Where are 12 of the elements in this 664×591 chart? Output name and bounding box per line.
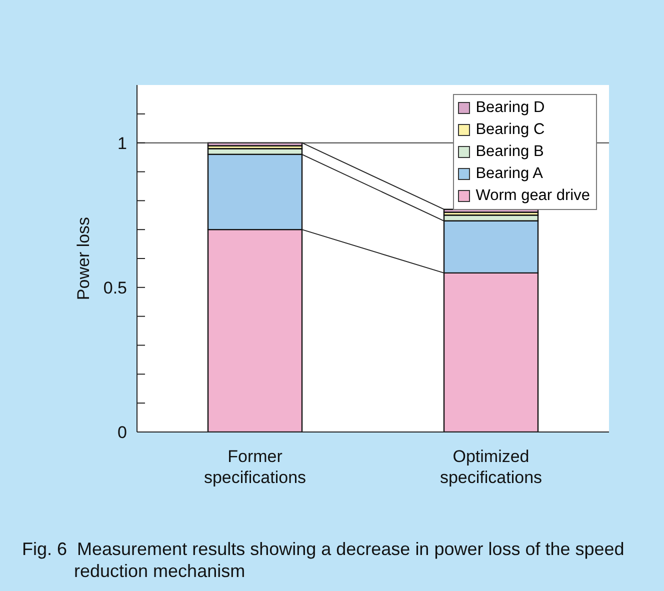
legend-label: Worm gear drive bbox=[476, 186, 590, 206]
y-tick-label: 0.5 bbox=[103, 278, 127, 298]
caption: Fig. 6 Measurement results showing a decrease in power loss of the speed reduction mechanism bbox=[22, 538, 626, 582]
x-tick-label: Former specifications bbox=[204, 447, 306, 487]
y-tick-label: 0 bbox=[118, 423, 127, 442]
y-axis-title: Power loss bbox=[74, 216, 94, 300]
legend-label: Bearing D bbox=[476, 98, 545, 118]
y-tick-label: 1 bbox=[118, 134, 127, 153]
legend-label: Bearing B bbox=[476, 142, 544, 162]
legend-label: Bearing A bbox=[476, 164, 543, 184]
x-tick-label: Optimized specifications bbox=[440, 447, 542, 487]
legend-label: Bearing C bbox=[476, 120, 545, 140]
